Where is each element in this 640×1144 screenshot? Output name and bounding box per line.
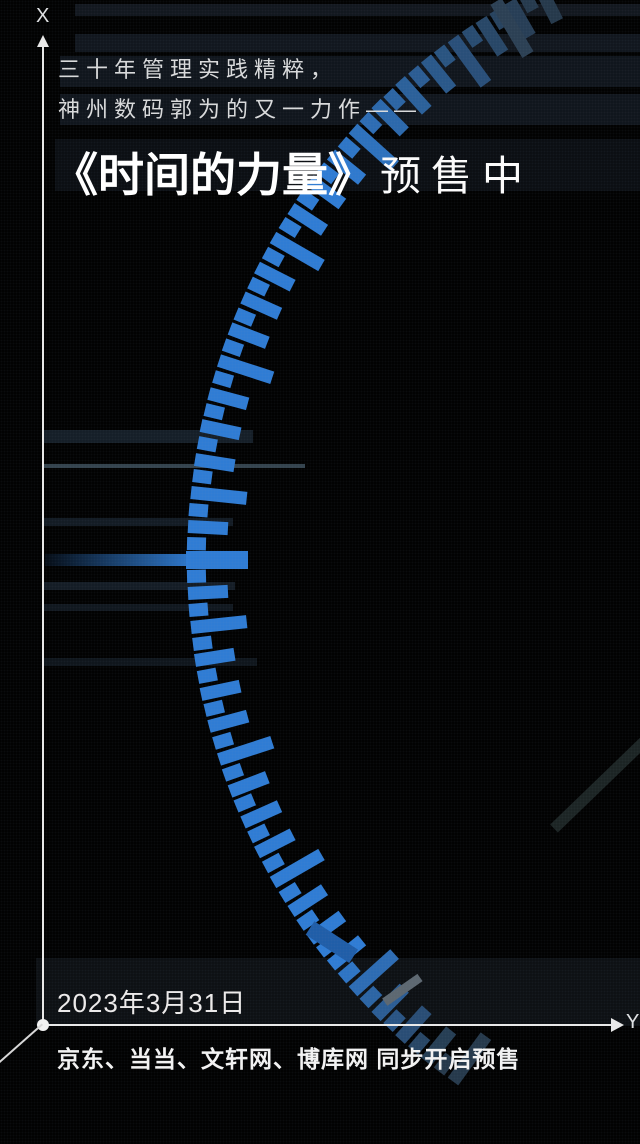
clock-tick — [533, 0, 564, 24]
glitch-band — [36, 958, 640, 1026]
clock-tick — [203, 699, 225, 717]
clock-tick — [187, 585, 229, 601]
clock-tick — [196, 436, 218, 453]
clock-tick — [189, 486, 247, 505]
clock-tick — [211, 370, 234, 389]
clock-tick — [221, 338, 245, 358]
book-title: 《时间的力量》 预售中 — [52, 139, 533, 205]
clock-tick — [196, 667, 218, 684]
presale-date: 2023年3月31日 — [57, 988, 247, 1018]
clock-tick — [188, 502, 209, 518]
x-axis-label: X — [36, 5, 50, 27]
x-axis-arrow-icon — [37, 35, 49, 47]
glitch-band — [43, 604, 233, 611]
heading-line-2: 神州数码郭为的又一力作—— — [58, 97, 423, 122]
glitch-band — [60, 56, 640, 87]
clock-tick — [187, 536, 207, 551]
heading-line-1: 三十年管理实践精粹， — [58, 57, 339, 82]
nine-oclock-major-tick — [186, 551, 248, 569]
glitch-band — [43, 518, 233, 526]
clock-tick — [203, 403, 225, 421]
clock-tick — [188, 602, 209, 618]
clock-tick — [187, 569, 207, 584]
glitch-band — [43, 582, 235, 590]
heading: 三十年管理实践精粹， 神州数码郭为的又一力作—— — [58, 50, 422, 130]
y-axis-label: Y — [626, 1011, 640, 1033]
y-axis-line — [43, 1024, 613, 1026]
book-title-suffix: 预售中 — [380, 153, 533, 199]
book-title-main: 《时间的力量》 — [52, 149, 374, 201]
clock-tick — [187, 519, 229, 535]
footer-channels: 京东、当当、文轩网、博库网 同步开启预售 — [57, 1046, 521, 1072]
x-axis-line — [42, 46, 44, 1026]
clock-tick — [189, 615, 247, 634]
clock-tick — [193, 648, 236, 668]
y-axis-arrow-icon — [611, 1018, 624, 1032]
clock-tick — [221, 762, 245, 782]
hand-smear-inner — [550, 737, 640, 833]
glitch-band — [60, 94, 640, 125]
glitch-band — [43, 658, 257, 666]
clock-tick — [191, 469, 213, 485]
clock-tick — [211, 731, 234, 750]
nine-oclock-trail — [45, 554, 190, 566]
origin-dot — [37, 1019, 49, 1031]
clock-tick — [191, 635, 213, 651]
hand-smear-bottom-gray — [382, 973, 423, 1006]
glitch-band — [43, 464, 305, 468]
